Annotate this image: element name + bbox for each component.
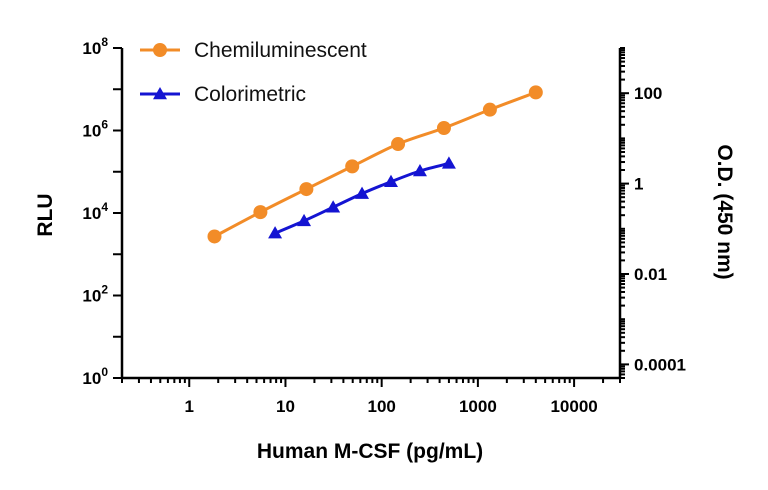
chemiluminescent-point	[528, 85, 543, 100]
y-right-tick-label: 100	[634, 84, 662, 103]
axes: 1 10 100 1000 10000 100 102 104 106 108 0.0001 0.01…	[82, 35, 686, 416]
y-left-tick-label: 108	[82, 35, 108, 58]
legend: Chemiluminescent Colorimetric	[140, 39, 367, 106]
x-tick-label: 1	[185, 397, 194, 416]
x-tick-label: 1000	[459, 397, 497, 416]
y-left-tick-label: 100	[82, 365, 108, 388]
y-axis-left-title: RLU	[34, 193, 57, 236]
series-layer	[207, 85, 543, 244]
colorimetric-point	[412, 163, 427, 177]
y-axis-right-title: O.D. (450 nm)	[713, 144, 736, 279]
colorimetric-point	[355, 186, 370, 199]
chemiluminescent-point	[345, 159, 360, 174]
x-tick-label: 10000	[550, 397, 597, 416]
x-tick-label: 10	[276, 397, 295, 416]
x-axis-title: Human M-CSF (pg/mL)	[257, 440, 483, 463]
chemiluminescent-point	[482, 102, 497, 117]
chemiluminescent-point	[207, 229, 222, 244]
legend-entry-chemiluminescent: Chemiluminescent	[140, 39, 367, 62]
series-chemiluminescent	[207, 85, 543, 244]
colorimetric-point	[383, 174, 398, 187]
y-right-tick-label: 0.0001	[634, 355, 686, 374]
legend-entry-colorimetric: Colorimetric	[140, 83, 306, 106]
y-left-tick-label: 106	[82, 118, 108, 141]
colorimetric-point	[297, 213, 312, 227]
legend-label: Colorimetric	[194, 83, 306, 106]
y-left-tick-label: 104	[82, 200, 108, 223]
chemiluminescent-point	[391, 137, 406, 152]
colorimetric-point	[326, 200, 341, 213]
y-left-tick-label: 102	[82, 283, 108, 306]
colorimetric-point	[441, 156, 456, 169]
x-tick-label: 100	[367, 397, 395, 416]
legend-label: Chemiluminescent	[194, 39, 367, 62]
y-right-tick-label: 0.01	[634, 265, 667, 284]
chemiluminescent-point	[253, 205, 268, 220]
legend-marker	[153, 87, 167, 100]
y-right-tick-label: 1	[634, 175, 643, 194]
chemiluminescent-point	[436, 120, 451, 135]
series-colorimetric	[268, 156, 456, 239]
legend-marker	[153, 43, 167, 57]
colorimetric-point	[268, 226, 283, 239]
chemiluminescent-point	[299, 182, 314, 197]
